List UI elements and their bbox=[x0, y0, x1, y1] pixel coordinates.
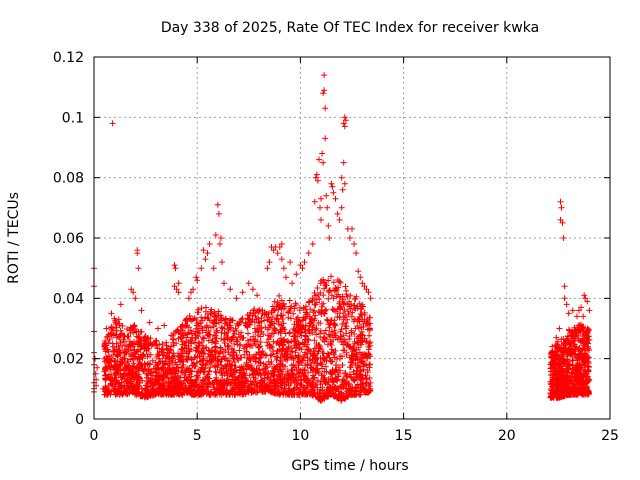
x-tick-label: 0 bbox=[90, 428, 99, 444]
y-tick-label: 0.04 bbox=[53, 291, 84, 307]
data-points bbox=[91, 72, 593, 404]
y-tick-label: 0.06 bbox=[53, 231, 84, 247]
x-tick-label: 5 bbox=[193, 428, 202, 444]
y-tick-label: 0 bbox=[75, 412, 84, 428]
x-axis-label: GPS time / hours bbox=[291, 458, 408, 474]
y-tick-label: 0.1 bbox=[62, 110, 84, 126]
y-tick-label: 0.08 bbox=[53, 171, 84, 187]
x-tick-label: 10 bbox=[291, 428, 309, 444]
x-tick-label: 20 bbox=[498, 428, 516, 444]
plus-markers bbox=[91, 72, 593, 404]
y-tick-label: 0.12 bbox=[53, 50, 84, 66]
y-tick-label: 0.02 bbox=[53, 352, 84, 368]
x-tick-label: 15 bbox=[395, 428, 413, 444]
y-axis-label: ROTI / TECUs bbox=[6, 192, 22, 284]
x-tick-label: 25 bbox=[601, 428, 619, 444]
chart-title: Day 338 of 2025, Rate Of TEC Index for r… bbox=[161, 20, 539, 36]
axis-ticks: 0 5 10 15 20 25 0 0.02 0.04 0.06 0.08 0.1 0.12 bbox=[53, 50, 619, 444]
